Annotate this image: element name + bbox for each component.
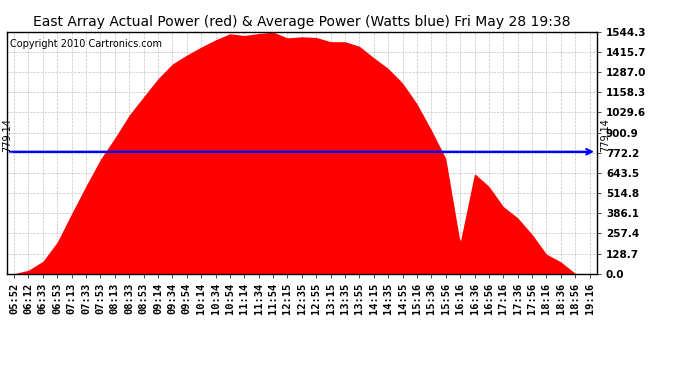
Text: 779.14: 779.14: [600, 118, 610, 152]
Title: East Array Actual Power (red) & Average Power (Watts blue) Fri May 28 19:38: East Array Actual Power (red) & Average …: [33, 15, 571, 29]
Text: 779.14: 779.14: [2, 118, 12, 152]
Text: Copyright 2010 Cartronics.com: Copyright 2010 Cartronics.com: [10, 39, 162, 49]
